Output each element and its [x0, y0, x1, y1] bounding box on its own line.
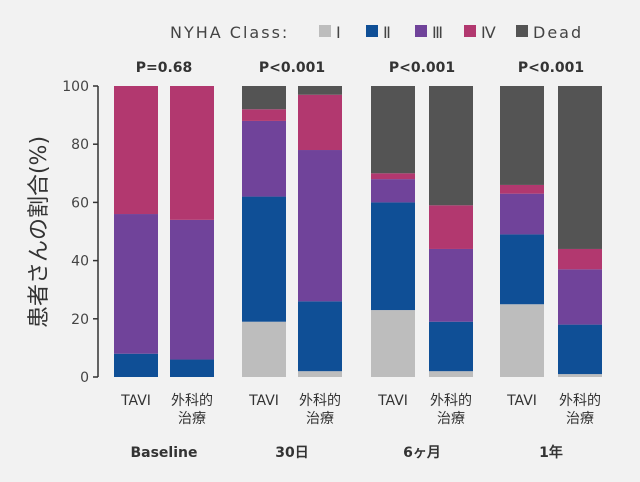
legend-title: NYHA Class:: [170, 23, 289, 42]
bar-segment-i: [429, 371, 473, 377]
legend-item-label: Ⅰ: [336, 23, 343, 42]
y-tick-label: 100: [62, 79, 89, 95]
y-tick-label: 60: [71, 195, 89, 211]
bar-segment-iv: [558, 248, 602, 270]
legend-swatch: [415, 25, 427, 37]
group-label: 30日: [275, 445, 308, 461]
bar-segment-iii: [242, 120, 286, 197]
bar-label: TAVI: [377, 393, 408, 409]
bar-label: TAVI: [248, 393, 279, 409]
y-tick-label: 0: [80, 370, 89, 386]
bar-segment-i: [242, 321, 286, 377]
p-value-label: P<0.001: [389, 60, 455, 76]
legend-item-label: Ⅱ: [383, 23, 393, 42]
y-tick-label: 80: [71, 137, 89, 153]
bar-segment-iv: [429, 205, 473, 249]
y-axis: 0 20 40 60 80 100: [62, 79, 99, 386]
bar-segment-iii: [429, 248, 473, 322]
legend-swatch: [366, 25, 378, 37]
p-value-label: P=0.68: [136, 60, 193, 76]
legend: NYHA Class: Ⅰ Ⅱ Ⅲ Ⅳ Dead: [170, 23, 583, 42]
group-label: Baseline: [130, 445, 197, 461]
bar-segment-ii: [170, 359, 214, 377]
bar-segment-dead: [558, 86, 602, 249]
bar-label: TAVI: [120, 393, 151, 409]
group-label: 1年: [539, 444, 563, 461]
bar-segment-i: [500, 304, 544, 377]
group-label: 6ヶ月: [403, 445, 441, 461]
bar-label: 治療: [306, 410, 334, 427]
plot-area: [114, 86, 602, 377]
bar-segment-dead: [298, 86, 342, 95]
bar-segment-iv: [500, 184, 544, 194]
y-tick-label: 40: [71, 254, 89, 270]
bar-segment-ii: [558, 324, 602, 375]
bar-segment-dead: [429, 86, 473, 206]
bar-segment-iv: [298, 94, 342, 151]
legend-swatch: [464, 25, 476, 37]
bar-segment-iv: [371, 173, 415, 180]
bar-label: 治療: [437, 410, 465, 427]
bar-segment-iii: [371, 179, 415, 203]
legend-item-label: Ⅲ: [432, 23, 445, 42]
bar-segment-dead: [242, 86, 286, 110]
bar-segment-ii: [500, 234, 544, 305]
bar-segment-ii: [298, 301, 342, 372]
bar-segment-iii: [170, 219, 214, 360]
legend-item-label: Ⅳ: [481, 23, 498, 42]
bar-label: 治療: [178, 410, 206, 427]
bar-label: 外科的: [299, 393, 341, 409]
bar-segment-ii: [429, 321, 473, 372]
bar-segment-i: [371, 310, 415, 377]
y-tick-label: 20: [71, 312, 89, 328]
legend-swatch: [516, 25, 528, 37]
bar-segment-ii: [242, 196, 286, 322]
bar-label: 外科的: [559, 393, 601, 409]
bar-segment-iv: [114, 86, 158, 215]
bar-segment-iv: [170, 86, 214, 220]
p-values: P=0.68 P<0.001 P<0.001 P<0.001: [136, 60, 584, 76]
bar-segment-iv: [242, 109, 286, 121]
p-value-label: P<0.001: [259, 60, 325, 76]
bar-segment-i: [298, 371, 342, 377]
bar-segment-dead: [500, 86, 544, 185]
y-axis-label: 患者さんの割合(%): [27, 136, 52, 328]
bar-label: 外科的: [171, 393, 213, 409]
bar-segment-iii: [558, 269, 602, 325]
legend-swatch: [319, 25, 331, 37]
bar-segment-iii: [298, 150, 342, 302]
legend-item-label: Dead: [533, 23, 583, 42]
bar-label: TAVI: [506, 393, 537, 409]
bar-segment-ii: [371, 202, 415, 311]
bar-label: 外科的: [430, 393, 472, 409]
bar-segment-iii: [114, 214, 158, 354]
bar-segment-dead: [371, 86, 415, 174]
bar-segment-iii: [500, 193, 544, 235]
p-value-label: P<0.001: [518, 60, 584, 76]
bar-label: 治療: [566, 410, 594, 427]
bar-segment-ii: [114, 353, 158, 377]
bar-segment-i: [558, 374, 602, 377]
